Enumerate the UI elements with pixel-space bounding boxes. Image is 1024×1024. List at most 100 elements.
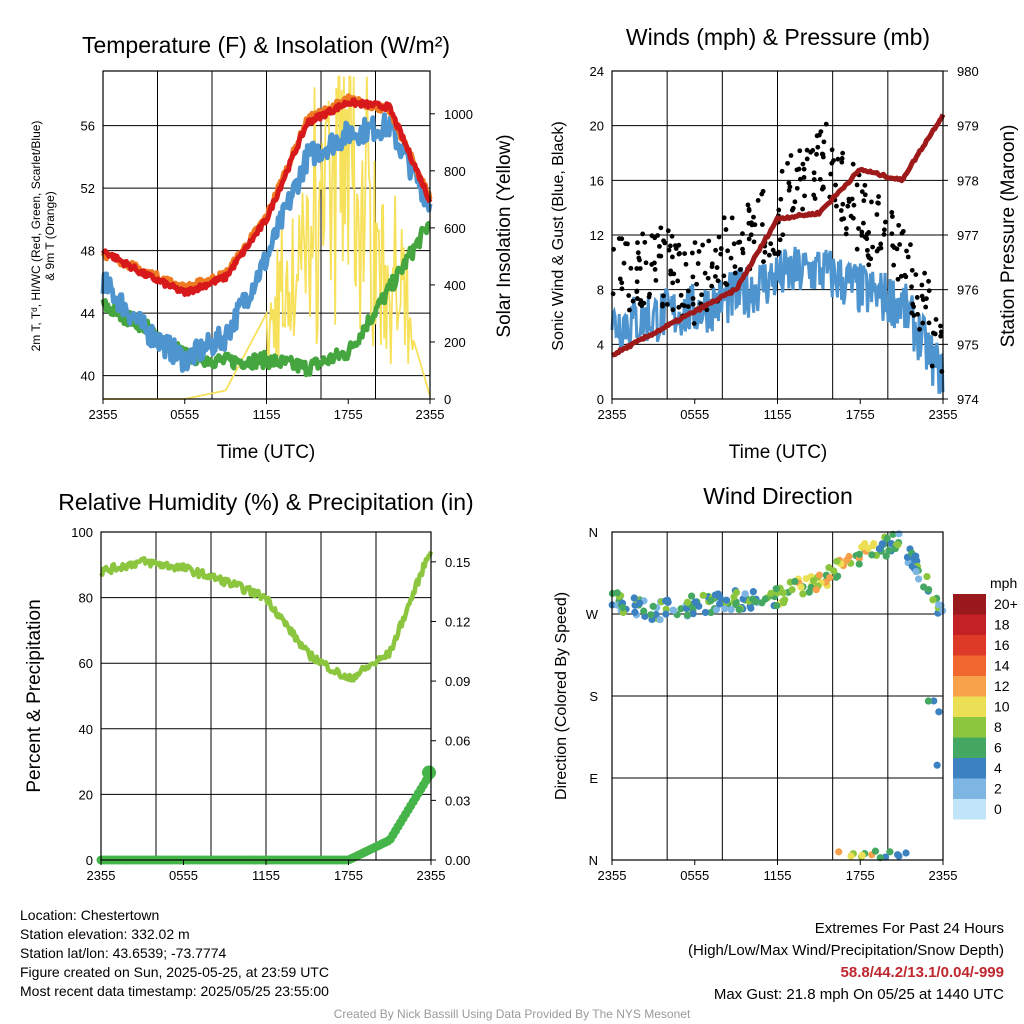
- direction-point: [695, 602, 703, 610]
- gust-point: [745, 202, 751, 208]
- x-tick-label: 1755: [334, 868, 363, 883]
- gust-point: [865, 253, 871, 258]
- gust-point: [829, 147, 835, 153]
- dir-ylabel-left: Direction (Colored By Speed): [553, 592, 570, 800]
- gust-point: [834, 203, 839, 209]
- gust-point: [856, 226, 861, 231]
- gust-point: [854, 246, 860, 252]
- gust-point: [766, 252, 772, 258]
- gust-point: [862, 192, 868, 198]
- gust-point: [915, 311, 921, 317]
- temp-ylabel-right: Solar Insolation (Yellow): [494, 134, 515, 337]
- gust-point: [814, 151, 819, 157]
- direction-point: [858, 543, 866, 551]
- gust-point: [895, 276, 901, 282]
- gust-point: [929, 363, 935, 369]
- gust-point: [854, 182, 860, 188]
- direction-point: [780, 599, 788, 607]
- direction-point: [649, 602, 657, 610]
- gust-point: [870, 244, 876, 250]
- gust-point: [647, 291, 652, 297]
- location-text: Location: Chestertown: [20, 907, 160, 923]
- gust-point: [785, 160, 790, 166]
- x-tick-label: 2355: [89, 407, 118, 422]
- direction-point: [924, 697, 932, 705]
- gust-point: [709, 283, 715, 289]
- gust-point: [908, 242, 913, 248]
- gust-point: [670, 280, 676, 286]
- wind-title: Winds (mph) & Pressure (mb): [626, 24, 930, 50]
- legend-swatch: [953, 635, 986, 656]
- gust-point: [732, 270, 738, 276]
- y-tick-label-right: 980: [957, 64, 979, 79]
- gust-point: [802, 193, 807, 199]
- gust-point: [922, 270, 928, 276]
- y-tick-label-right: 200: [444, 335, 466, 350]
- y-tick-label-right: 979: [957, 119, 979, 134]
- x-tick-label: 2355: [929, 868, 958, 883]
- gust-point: [811, 192, 817, 198]
- y-tick-label-left: 0: [597, 392, 604, 407]
- gust-point: [690, 274, 696, 280]
- gust-point: [859, 189, 865, 195]
- y-tick-label-right: 0.06: [445, 734, 470, 749]
- gust-point: [695, 261, 701, 266]
- gust-point: [634, 266, 640, 271]
- x-tick-label: 1755: [846, 407, 875, 422]
- direction-point: [727, 605, 735, 614]
- direction-point: [619, 604, 627, 612]
- gust-point: [831, 158, 836, 163]
- y-tick-label-left: 12: [590, 228, 604, 243]
- direction-point: [835, 848, 843, 856]
- direction-point: [809, 577, 818, 585]
- gust-point: [689, 250, 695, 256]
- y-tick-label-left: 16: [590, 173, 604, 188]
- gust-point: [768, 241, 774, 247]
- gust-point: [804, 147, 810, 153]
- gust-point: [919, 293, 925, 299]
- direction-point: [689, 610, 697, 618]
- gust-point: [635, 240, 640, 246]
- gust-point: [755, 198, 761, 203]
- direction-point: [929, 596, 937, 604]
- y-tick-label-left: 24: [590, 64, 604, 79]
- gust-point: [787, 184, 793, 190]
- gust-point: [668, 268, 674, 274]
- direction-point: [812, 586, 820, 594]
- gust-point: [676, 304, 682, 310]
- gust-point: [718, 251, 724, 257]
- gust-point: [702, 270, 708, 276]
- y-tick-label-right: 600: [444, 221, 466, 236]
- legend-label: 20+: [994, 596, 1018, 612]
- gust-point: [690, 301, 696, 307]
- x-tick-label: 2355: [598, 868, 627, 883]
- gust-point: [926, 288, 932, 294]
- gust-point: [619, 286, 625, 292]
- y-tick-label-right: 0: [444, 392, 451, 407]
- gust-point: [839, 155, 845, 161]
- gust-point: [801, 175, 807, 180]
- gust-point: [811, 170, 817, 176]
- direction-point: [735, 605, 743, 614]
- gust-point: [751, 214, 756, 220]
- max-gust-text: Max Gust: 21.8 mph On 05/25 at 1440 UTC: [713, 986, 1004, 1003]
- gust-point: [676, 251, 682, 257]
- y-tick-label-left: 80: [79, 591, 93, 606]
- rh-line: [99, 550, 434, 683]
- x-tick-label: 0555: [169, 868, 198, 883]
- gust-point: [905, 254, 911, 260]
- gust-point: [637, 301, 643, 307]
- gust-point: [716, 234, 722, 240]
- direction-point: [741, 590, 749, 598]
- gust-point: [780, 232, 786, 238]
- gust-point: [672, 243, 678, 249]
- legend-label: 18: [994, 617, 1010, 633]
- direction-point: [805, 588, 813, 596]
- gust-point: [664, 302, 670, 307]
- gust-point: [800, 161, 806, 167]
- gust-point: [891, 262, 897, 268]
- gust-point: [657, 243, 662, 249]
- direction-point: [636, 599, 644, 607]
- gust-point: [670, 307, 676, 313]
